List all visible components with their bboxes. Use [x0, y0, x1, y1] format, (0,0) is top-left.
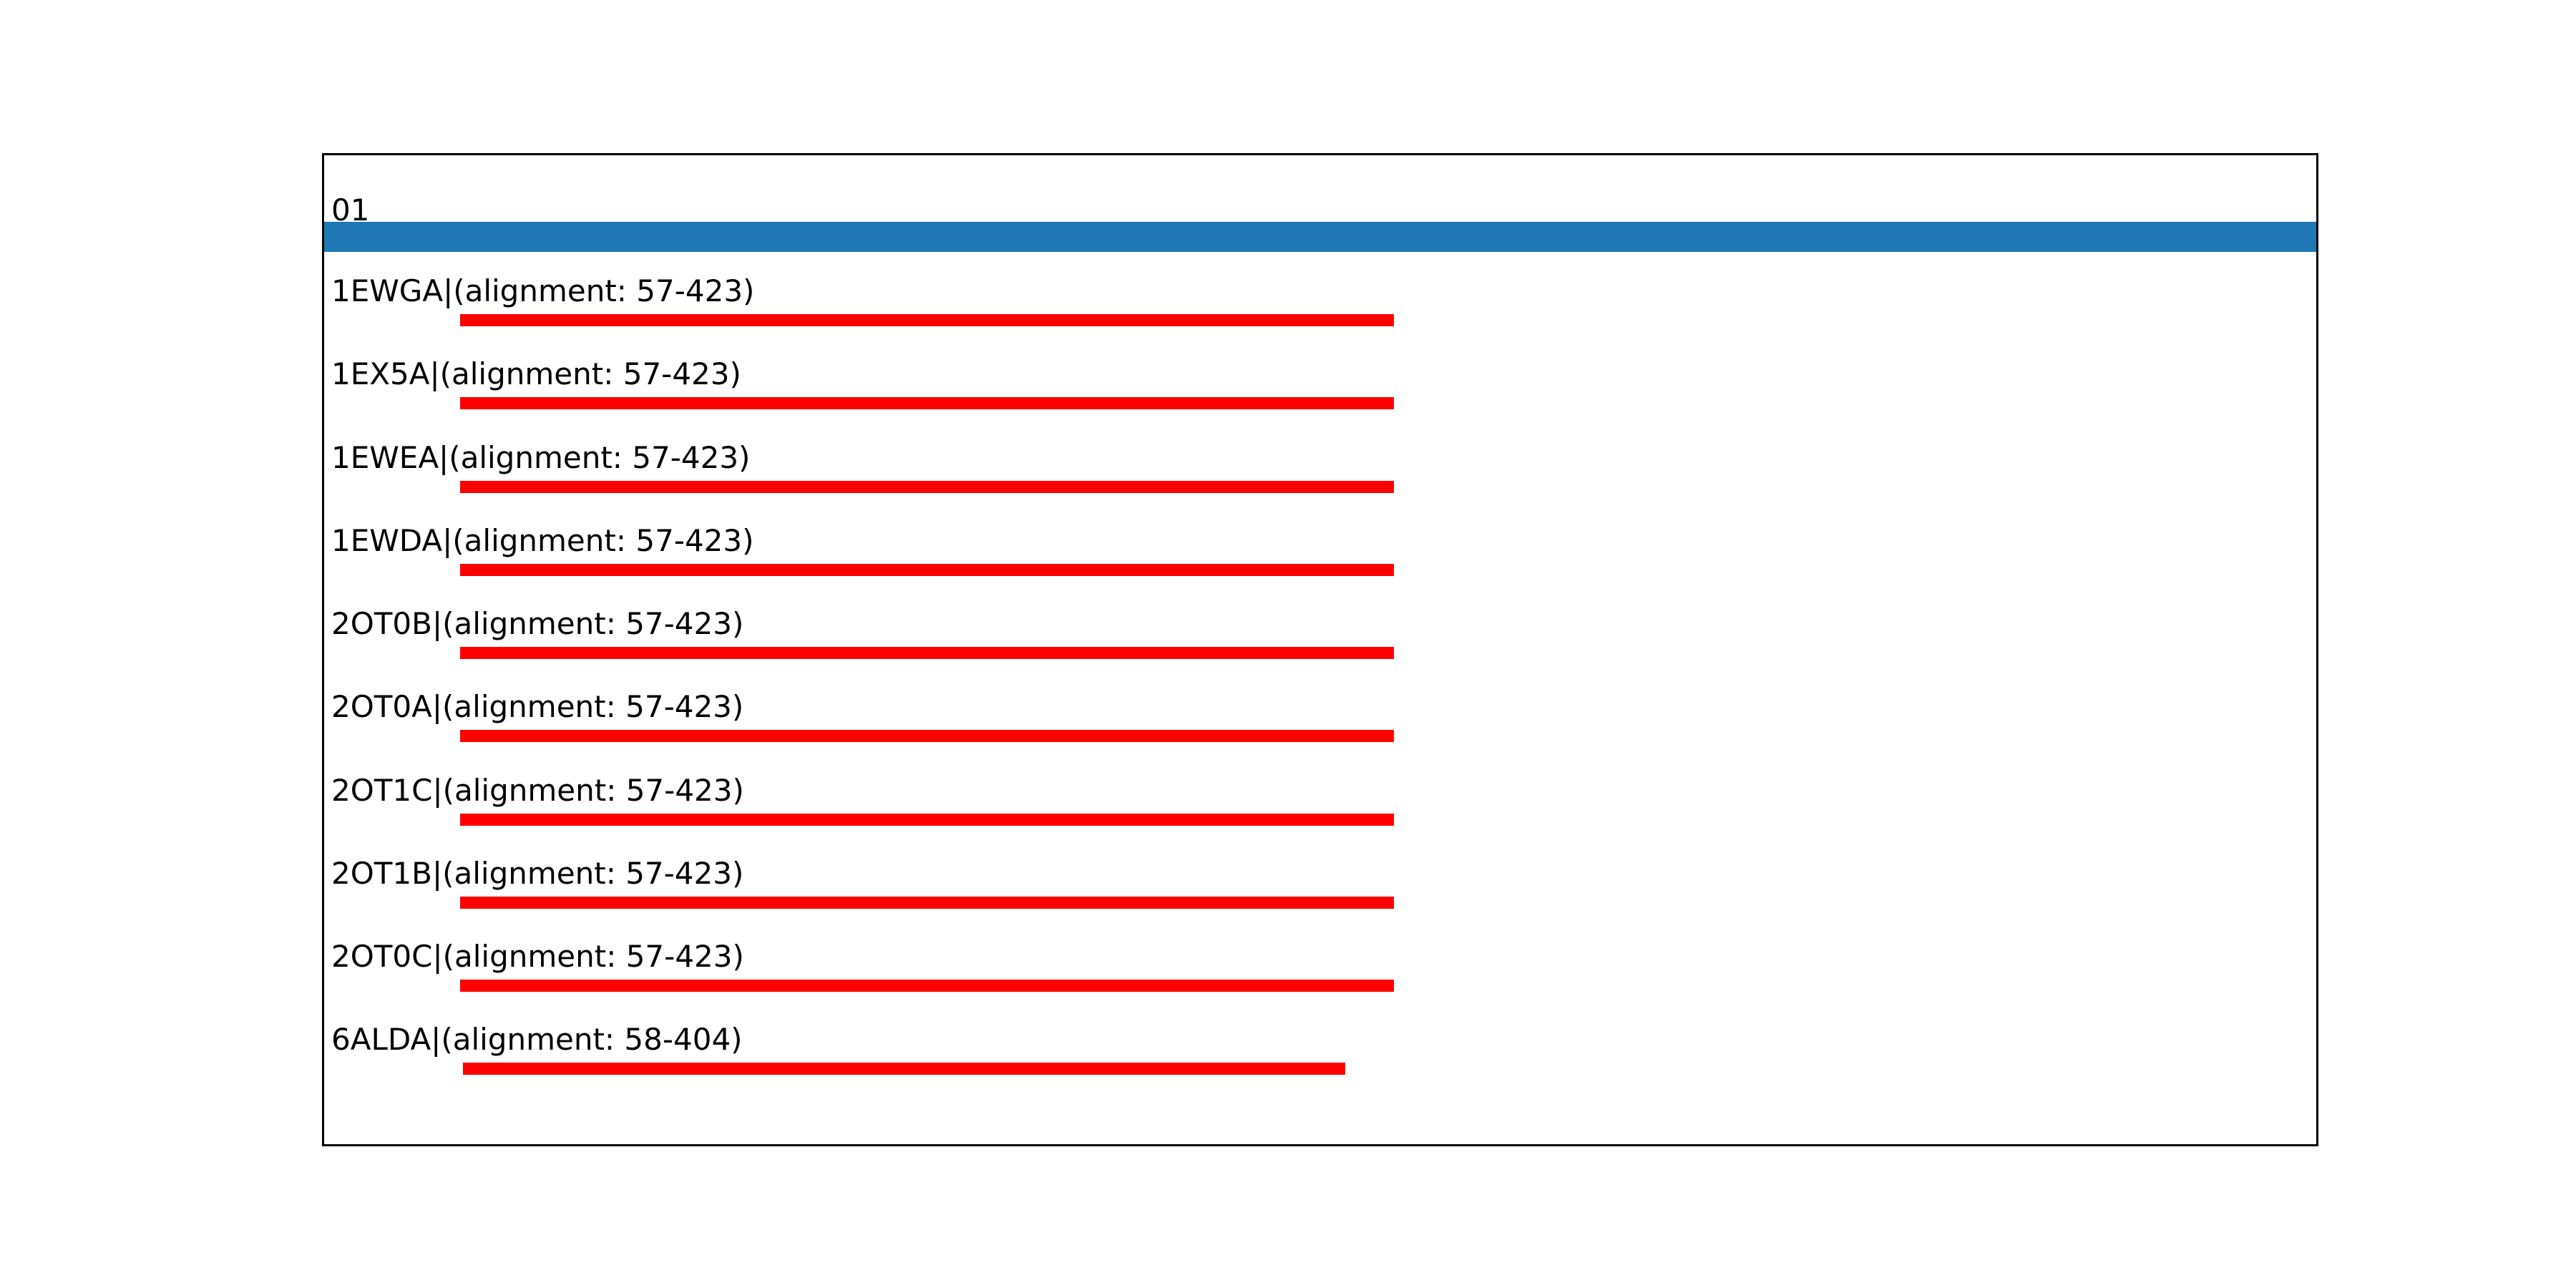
hit-label: 2OT1B|(alignment: 57-423)	[331, 855, 744, 891]
alignment-row: 2OT1B|(alignment: 57-423)	[324, 855, 2316, 910]
alignment-row: 1EWEA|(alignment: 57-423)	[324, 439, 2316, 494]
alignment-bar	[459, 813, 1394, 826]
hit-label: 6ALDA|(alignment: 58-404)	[331, 1022, 743, 1058]
hit-rows: 1EWGA|(alignment: 57-423) 1EX5A|(alignme…	[324, 155, 2316, 1144]
alignment-row: 2OT1C|(alignment: 57-423)	[324, 772, 2316, 827]
hit-label: 2OT0A|(alignment: 57-423)	[331, 689, 744, 725]
alignment-bar	[459, 480, 1394, 493]
alignment-row: 2OT0A|(alignment: 57-423)	[324, 692, 2316, 743]
alignment-row: 2OT0B|(alignment: 57-423)	[324, 609, 2316, 660]
alignment-bar	[459, 314, 1394, 326]
hit-label: 2OT0B|(alignment: 57-423)	[331, 606, 744, 641]
hit-label: 2OT0C|(alignment: 57-423)	[331, 939, 744, 974]
alignment-row: 2OT0C|(alignment: 57-423)	[324, 942, 2316, 993]
hit-label: 1EX5A|(alignment: 57-423)	[331, 356, 741, 392]
alignment-bar	[459, 730, 1394, 743]
alignment-bar	[459, 647, 1394, 659]
query-title: 01	[331, 192, 370, 228]
alignment-bar	[459, 980, 1394, 992]
alignment-bar	[459, 896, 1394, 909]
alignment-bar	[459, 563, 1394, 576]
query-track-bar	[324, 222, 2316, 252]
alignment-row: 1EWDA|(alignment: 57-423)	[324, 522, 2316, 577]
alignment-row: 1EWGA|(alignment: 57-423)	[324, 276, 2316, 328]
alignment-bar	[462, 1063, 1346, 1075]
alignment-row: 6ALDA|(alignment: 58-404)	[324, 1025, 2316, 1076]
alignment-plot-panel: 01 1EWGA|(alignment: 57-423) 1EX5A|(alig…	[322, 153, 2318, 1146]
hit-label: 2OT1C|(alignment: 57-423)	[331, 772, 744, 808]
hit-label: 1EWEA|(alignment: 57-423)	[331, 439, 751, 475]
hit-label: 1EWDA|(alignment: 57-423)	[331, 522, 754, 558]
alignment-row: 1EX5A|(alignment: 57-423)	[324, 359, 2316, 411]
alignment-bar	[459, 397, 1394, 410]
hit-label: 1EWGA|(alignment: 57-423)	[331, 273, 755, 308]
